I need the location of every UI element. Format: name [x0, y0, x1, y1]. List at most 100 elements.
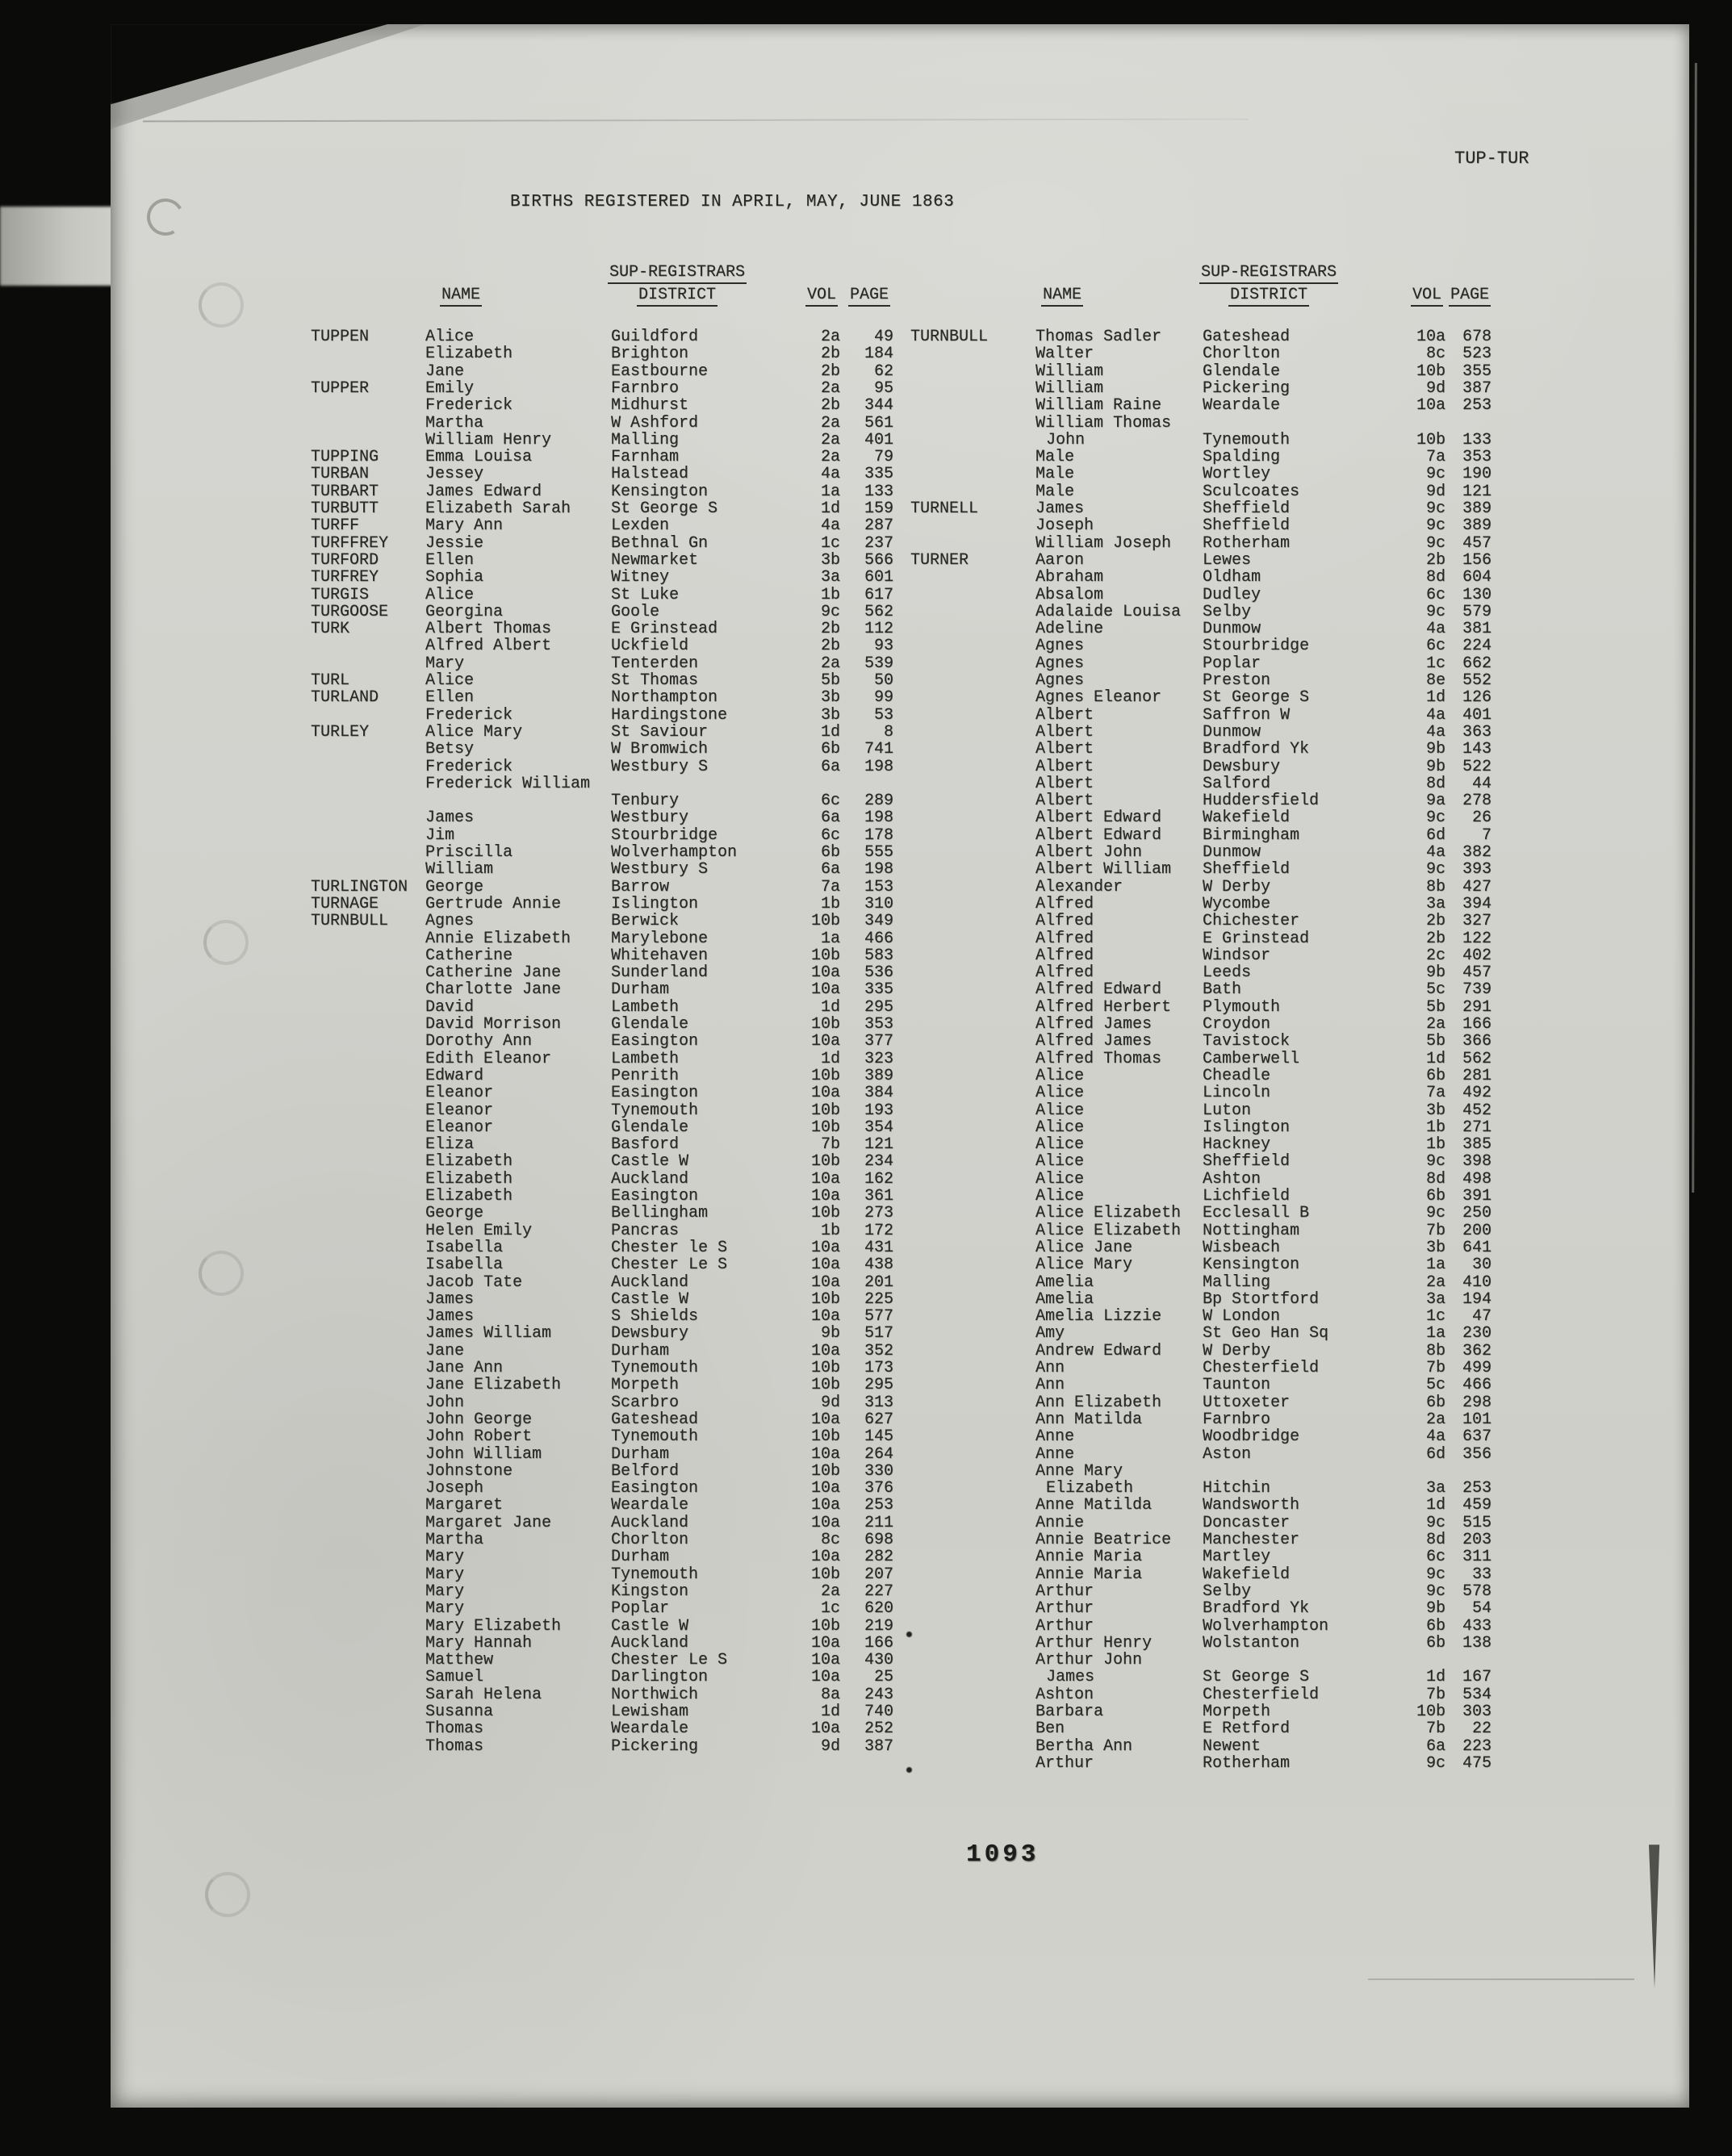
given-name: James — [425, 808, 475, 828]
entry-row: Ashton Chesterfield 7b 534 — [910, 1686, 1500, 1704]
given-name: Albert Edward — [1035, 808, 1162, 828]
district: Bath — [1203, 980, 1242, 1000]
district: Darlington — [611, 1668, 709, 1687]
entry-row: Elizabeth Auckland 10a 162 — [311, 1170, 900, 1189]
surname: TURFREY — [311, 568, 379, 587]
entry-row: Alfred Edward Bath 5c 739 — [910, 981, 1500, 999]
vol: 3b — [820, 688, 840, 708]
page-num: 198 — [864, 808, 893, 828]
surname: TUPPEN — [311, 328, 370, 346]
page-num: 627 — [864, 1410, 893, 1429]
page-num: 99 — [873, 688, 893, 708]
district: Northampton — [611, 688, 718, 708]
district: Chester Le S — [611, 1651, 728, 1670]
page-num: 387 — [1462, 378, 1491, 398]
district: W Derby — [1203, 1341, 1271, 1360]
page-num: 253 — [1462, 396, 1491, 416]
district: Castle W — [611, 1616, 689, 1636]
vol: 9c — [1425, 602, 1445, 621]
surname: TURK — [311, 620, 350, 639]
page-num: 30 — [1471, 1256, 1491, 1275]
page-num: 401 — [1462, 705, 1491, 725]
entry-row: Barbara Morpeth 10b 303 — [910, 1703, 1500, 1721]
page-num: 26 — [1471, 808, 1491, 828]
page-num: 402 — [1462, 946, 1491, 965]
surname: TUPPER — [311, 378, 370, 398]
vol: 7b — [1425, 1359, 1445, 1377]
hole-punch-icon — [199, 1251, 244, 1296]
surname: TURLINGTON — [311, 877, 408, 896]
vol: 1b — [1425, 1118, 1445, 1137]
entry-row: Margaret Jane Auckland 10a 211 — [311, 1513, 900, 1532]
given-name: Alice — [1035, 1084, 1085, 1103]
entry-row: Agnes Stourbridge 6c 224 — [910, 637, 1500, 655]
given-name: Frederick — [425, 705, 513, 725]
hole-punch-icon — [199, 282, 244, 328]
vol: 1d — [820, 722, 840, 742]
page-num: 79 — [873, 448, 893, 467]
given-name: George — [425, 1204, 484, 1223]
entry-row: Anne Aston 6d 356 — [910, 1445, 1500, 1464]
district: S Shields — [611, 1307, 699, 1327]
page-num: 166 — [864, 1633, 893, 1653]
given-name: Margaret Jane — [425, 1513, 552, 1532]
entry-row: Anne Woodbridge 4a 637 — [910, 1428, 1500, 1446]
entry-row: Abraham Oldham 8d 604 — [910, 569, 1500, 587]
entry-row: Arthur Rotherham 9c 475 — [910, 1754, 1500, 1773]
vol: 9b — [1425, 757, 1445, 776]
given-name: Alice — [1035, 1152, 1085, 1172]
entry-row: James William Dewsbury 9b 517 — [311, 1325, 900, 1343]
district: Glendale — [611, 1015, 689, 1034]
vol: 10b — [810, 1204, 840, 1223]
entry-row: TURLINGTON George Barrow 7a 153 — [311, 877, 900, 896]
page-num: 50 — [873, 671, 893, 690]
page-num: 499 — [1462, 1359, 1491, 1377]
vol: 10b — [810, 1289, 840, 1309]
given-name: Arthur John — [1035, 1651, 1143, 1670]
hole-punch-icon — [205, 1872, 250, 1917]
page-num: 178 — [864, 825, 893, 845]
page-num: 138 — [1462, 1633, 1491, 1653]
vol: 5b — [820, 671, 840, 690]
given-name: Charlotte Jane — [425, 980, 562, 1000]
vol: 1a — [1425, 1256, 1445, 1275]
entry-row: Ann Elizabeth Uttoxeter 6b 298 — [910, 1393, 1500, 1412]
vol: 10b — [810, 1118, 840, 1137]
entry-row: Male Wortley 9c 190 — [910, 466, 1500, 483]
page-num: 143 — [1462, 740, 1491, 759]
entry-row: Alfred Chichester 2b 327 — [910, 913, 1500, 930]
vol: 10a — [810, 1256, 840, 1275]
page-num: 121 — [1462, 482, 1491, 501]
given-name: Annie — [1035, 1513, 1085, 1532]
page-num: 562 — [864, 602, 893, 621]
given-name: Albert — [1035, 757, 1094, 776]
entry-row: Alice Elizabeth Ecclesall B 9c 250 — [910, 1205, 1500, 1222]
column-header-page-left: PAGE — [848, 286, 891, 307]
page-num: 252 — [864, 1719, 893, 1739]
page-num: 349 — [864, 912, 893, 931]
vol: 4a — [1425, 1427, 1445, 1447]
given-name: Sarah Helena — [425, 1685, 542, 1704]
entry-row: Priscilla Wolverhampton 6b 555 — [311, 844, 900, 862]
given-name: Eleanor — [425, 1084, 494, 1103]
vol: 3a — [1425, 894, 1445, 913]
district: Leeds — [1203, 963, 1252, 983]
entry-row: Alfred James Tavistock 5b 366 — [910, 1033, 1500, 1051]
page-num: 225 — [864, 1289, 893, 1309]
entry-row: William Henry Malling 2a 401 — [311, 431, 900, 449]
vol: 1d — [820, 1049, 840, 1068]
vol: 9c — [1425, 860, 1445, 880]
given-name: Alfred — [1035, 963, 1094, 983]
page-num: 389 — [864, 1066, 893, 1085]
district: Kensington — [611, 482, 709, 501]
vol: 8d — [1425, 1531, 1445, 1549]
vol: 6c — [1425, 585, 1445, 604]
given-name: Albert — [1035, 705, 1094, 725]
page-num: 431 — [864, 1238, 893, 1257]
district: Uckfield — [611, 637, 689, 656]
vol: 9c — [1425, 499, 1445, 518]
district: Farnbro — [1203, 1410, 1271, 1429]
given-name: William Raine — [1035, 396, 1162, 416]
entry-row: Andrew Edward W Derby 8b 362 — [910, 1341, 1500, 1360]
